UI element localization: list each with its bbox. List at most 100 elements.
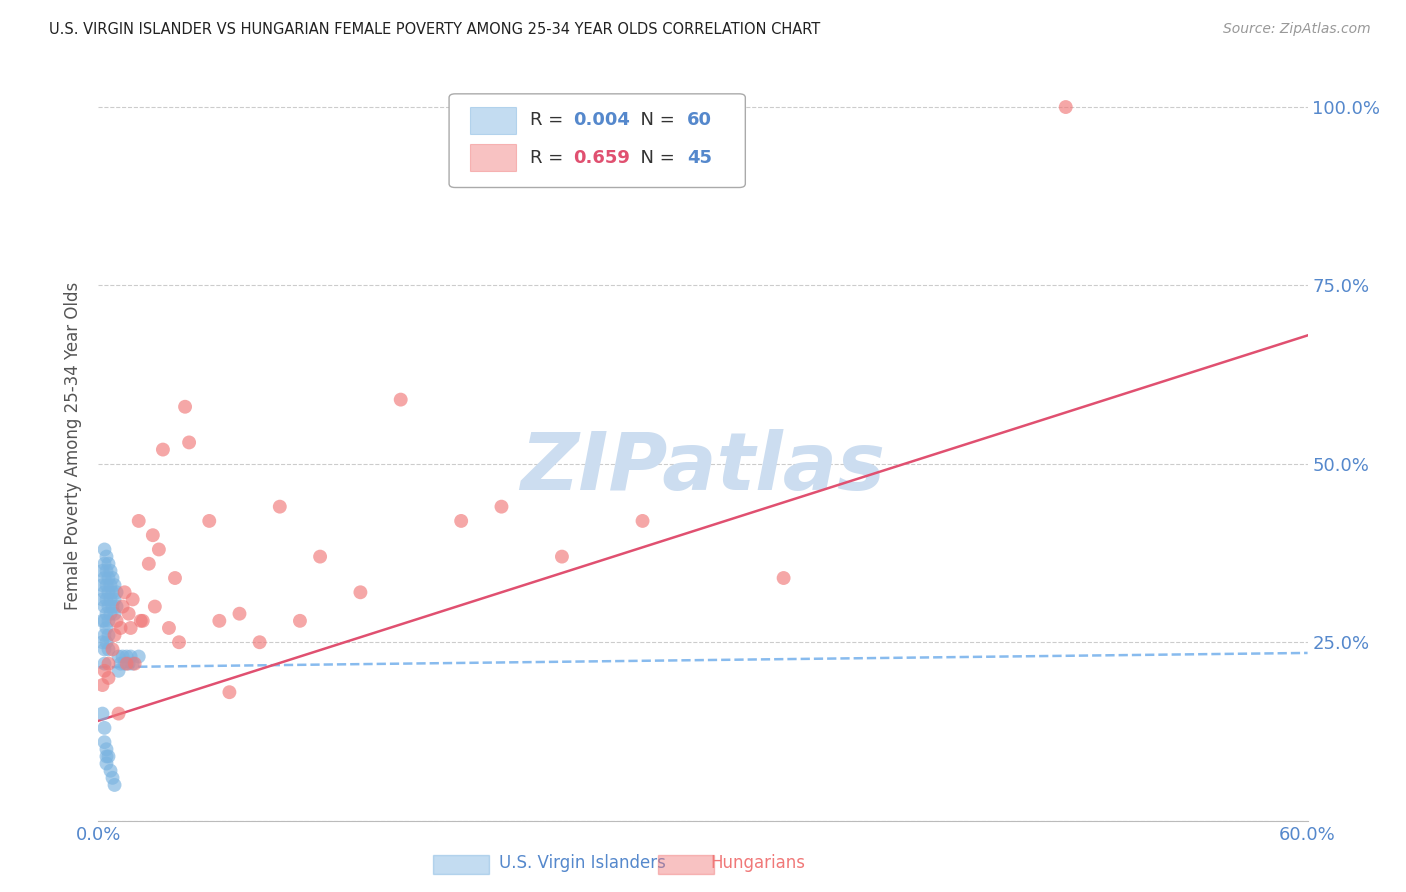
Point (111, 649, 134, 664)
Point (174, 400, 197, 414)
Point (114, 585, 136, 599)
Point (129, 614, 152, 628)
Text: ZIPatlas: ZIPatlas (520, 429, 886, 508)
Point (96, 635, 118, 649)
Point (103, 607, 125, 621)
Point (96, 756, 118, 771)
Point (167, 635, 190, 649)
Point (111, 599, 134, 614)
Point (96, 564, 118, 578)
Point (100, 592, 122, 607)
FancyBboxPatch shape (449, 94, 745, 187)
Point (103, 778, 125, 792)
Point (179, 435, 201, 450)
Point (96, 549, 118, 564)
Point (115, 649, 138, 664)
Point (101, 585, 124, 599)
Y-axis label: Female Poverty Among 25-34 Year Olds: Female Poverty Among 25-34 Year Olds (65, 282, 83, 610)
Point (551, 549, 574, 564)
Point (93, 614, 115, 628)
Text: Source: ZipAtlas.com: Source: ZipAtlas.com (1223, 22, 1371, 37)
Point (118, 657, 141, 671)
Point (269, 500, 291, 514)
Point (97, 642, 120, 657)
Point (631, 514, 654, 528)
Point (148, 542, 170, 557)
Point (152, 442, 174, 457)
Point (107, 706, 129, 721)
Point (100, 578, 122, 592)
Point (97, 585, 120, 599)
Point (93, 657, 115, 671)
Point (93, 542, 115, 557)
Point (110, 657, 132, 671)
Point (208, 614, 231, 628)
Point (97, 557, 120, 571)
Point (91, 706, 114, 721)
Point (157, 621, 180, 635)
FancyBboxPatch shape (470, 106, 516, 134)
Point (97, 614, 120, 628)
Point (93, 599, 115, 614)
Point (91, 592, 114, 607)
Point (100, 564, 122, 578)
Point (91, 678, 114, 692)
Point (249, 635, 271, 649)
Point (97, 599, 120, 614)
Point (118, 607, 141, 621)
Point (491, 500, 513, 514)
Point (163, 571, 186, 585)
Point (128, 649, 150, 664)
Point (107, 664, 129, 678)
Point (103, 628, 125, 642)
FancyBboxPatch shape (470, 144, 516, 171)
Point (128, 514, 150, 528)
Point (105, 614, 128, 628)
Point (107, 649, 129, 664)
Point (1054, 100, 1077, 114)
Point (120, 621, 142, 635)
Point (101, 771, 124, 785)
Text: U.S. VIRGIN ISLANDER VS HUNGARIAN FEMALE POVERTY AMONG 25-34 YEAR OLDS CORRELATI: U.S. VIRGIN ISLANDER VS HUNGARIAN FEMALE… (49, 22, 821, 37)
Point (124, 657, 146, 671)
Text: 0.004: 0.004 (574, 112, 630, 129)
Text: 45: 45 (688, 149, 713, 167)
Point (138, 557, 160, 571)
Point (96, 749, 118, 764)
Point (91, 564, 114, 578)
Point (96, 607, 118, 621)
Point (97, 628, 120, 642)
Point (218, 685, 240, 699)
Text: N =: N = (630, 112, 681, 129)
Point (96, 592, 118, 607)
Point (96, 742, 118, 756)
Point (101, 571, 124, 585)
Point (100, 764, 122, 778)
Point (103, 578, 125, 592)
Point (93, 642, 115, 657)
Point (772, 571, 794, 585)
Point (103, 592, 125, 607)
Point (132, 614, 155, 628)
Point (120, 649, 142, 664)
Point (389, 392, 412, 407)
Text: R =: R = (530, 149, 569, 167)
Point (93, 735, 115, 749)
Text: Hungarians: Hungarians (710, 855, 806, 872)
Point (91, 635, 114, 649)
Text: 0.659: 0.659 (574, 149, 630, 167)
Text: U.S. Virgin Islanders: U.S. Virgin Islanders (499, 855, 666, 872)
Point (100, 607, 122, 621)
Point (228, 607, 250, 621)
Point (309, 549, 332, 564)
Text: R =: R = (530, 112, 569, 129)
Point (96, 578, 118, 592)
Point (93, 721, 115, 735)
Point (142, 528, 165, 542)
Point (143, 599, 166, 614)
Point (105, 585, 128, 599)
Point (110, 621, 132, 635)
Point (121, 592, 143, 607)
Point (288, 614, 311, 628)
Point (115, 657, 138, 671)
